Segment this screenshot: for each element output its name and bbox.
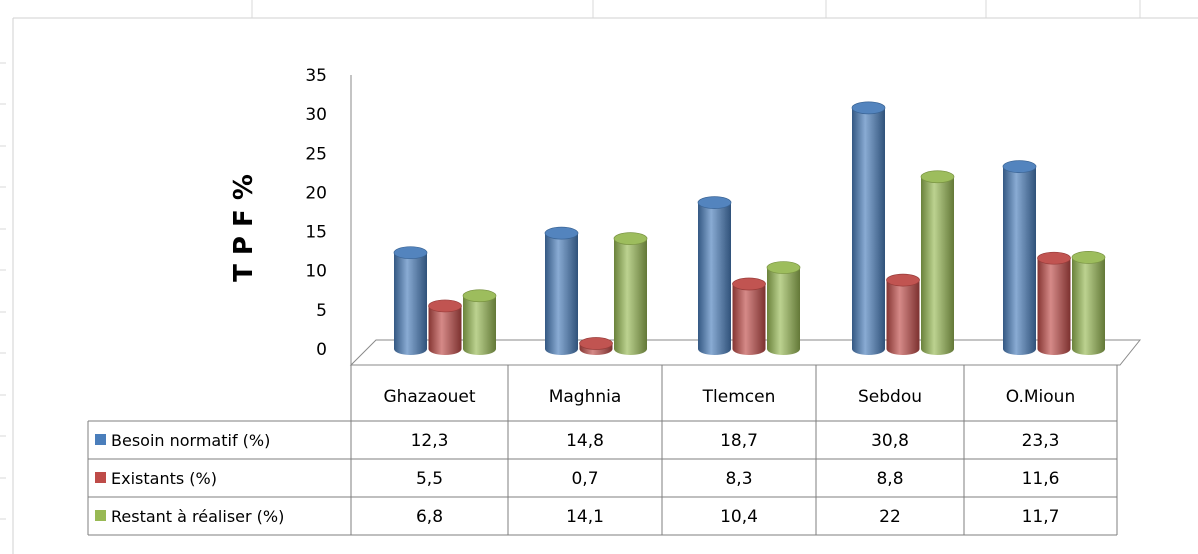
bar-bottom: [614, 343, 647, 355]
legend-label: Besoin normatif (%): [111, 431, 270, 450]
bar-series: [393, 101, 1106, 355]
bar: [1002, 160, 1037, 355]
bar-bottom: [852, 343, 885, 355]
data-table-value: 12,3: [411, 431, 449, 451]
bar-body: [463, 295, 496, 349]
bar-top: [920, 170, 955, 184]
bar-body: [886, 280, 920, 349]
bar: [886, 273, 920, 355]
bar-bottom: [921, 343, 954, 355]
bar: [462, 289, 497, 355]
bar-body: [394, 252, 427, 349]
bar: [544, 226, 579, 355]
data-table-value: 14,1: [566, 507, 604, 527]
bar: [579, 337, 613, 355]
bar-top: [428, 299, 462, 313]
y-tick-label: 15: [305, 223, 327, 243]
bar: [393, 246, 428, 355]
bar-body: [1037, 258, 1071, 349]
bar-top: [544, 226, 579, 240]
bar-body: [614, 238, 647, 349]
data-table-value: 22: [879, 507, 901, 527]
y-tick-label: 10: [305, 262, 327, 282]
bar-top: [579, 337, 613, 350]
y-tick-label: 30: [305, 105, 327, 125]
bar-top: [697, 196, 732, 209]
bar: [428, 299, 462, 355]
bar-body: [1072, 257, 1105, 349]
y-axis-ticks: 0 5 10 15 20 25 30 35: [305, 66, 352, 365]
data-table-value: 11,6: [1022, 469, 1060, 489]
bar-bottom: [394, 343, 427, 355]
legend-swatch: [95, 434, 106, 445]
data-table-value: 8,3: [725, 469, 752, 489]
y-tick-label: 20: [305, 183, 327, 203]
bar-top: [732, 277, 766, 291]
data-table-value: 14,8: [566, 431, 604, 451]
x-category-label: Sebdou: [858, 387, 922, 407]
bar-body: [698, 202, 731, 349]
y-tick-label: 35: [305, 66, 327, 86]
y-tick-label: 25: [305, 144, 327, 164]
data-table-value: 0,7: [571, 469, 598, 489]
bar-body: [767, 267, 800, 349]
data-table-value: 18,7: [720, 431, 758, 451]
legend-label: Restant à réaliser (%): [111, 507, 284, 526]
bar-body: [545, 233, 578, 349]
bar: [851, 101, 886, 355]
bar: [766, 261, 801, 355]
bar-top: [1002, 160, 1037, 173]
y-axis-label: T P F %: [229, 174, 259, 282]
bar-body: [428, 305, 462, 349]
data-table: Ghazaouet Maghnia Tlemcen Sebdou O.Mioun Beso…: [87, 365, 1118, 536]
bar-body: [852, 107, 885, 349]
bar-top: [1071, 251, 1106, 264]
data-table-value: 6,8: [416, 507, 443, 527]
bar: [697, 196, 732, 355]
bar-top: [462, 289, 497, 303]
x-category-label: Maghnia: [549, 387, 622, 407]
data-table-value: 23,3: [1022, 431, 1060, 451]
bar-bottom: [767, 343, 800, 355]
bar-top: [613, 232, 648, 245]
bar: [1071, 251, 1106, 355]
bar-bottom: [428, 343, 462, 355]
bar-bottom: [545, 343, 578, 355]
bar: [613, 232, 648, 355]
legend-swatch: [95, 472, 106, 483]
bar-bottom: [886, 343, 920, 355]
bar: [1037, 251, 1071, 355]
legend-swatch: [95, 510, 106, 521]
x-category-label: Ghazaouet: [383, 387, 475, 407]
data-table-value: 11,7: [1022, 507, 1060, 527]
data-table-value: 30,8: [871, 431, 909, 451]
bar-body: [732, 284, 766, 349]
bar-top: [766, 261, 801, 274]
y-tick-label: 5: [316, 301, 327, 321]
data-table-value: 8,8: [876, 469, 903, 489]
bar: [920, 170, 955, 355]
bar-bottom: [698, 343, 731, 355]
bar-top: [851, 101, 886, 115]
x-category-label: O.Mioun: [1006, 387, 1075, 407]
x-category-label: Tlemcen: [702, 387, 776, 407]
bar-bottom: [1037, 343, 1071, 355]
data-table-value: 5,5: [416, 469, 443, 489]
legend-label: Existants (%): [111, 469, 217, 488]
bar-bottom: [1003, 343, 1036, 355]
bar-top: [393, 246, 428, 260]
bar-body: [921, 176, 954, 349]
bar-bottom: [732, 343, 766, 355]
data-table-value: 10,4: [720, 507, 758, 527]
y-tick-label: 0: [316, 340, 327, 360]
bar: [732, 277, 766, 355]
bar-body: [1003, 166, 1036, 349]
bar-bottom: [1072, 343, 1105, 355]
bar-bottom: [463, 343, 496, 355]
bar-top: [886, 273, 920, 287]
bar-top: [1037, 251, 1071, 265]
